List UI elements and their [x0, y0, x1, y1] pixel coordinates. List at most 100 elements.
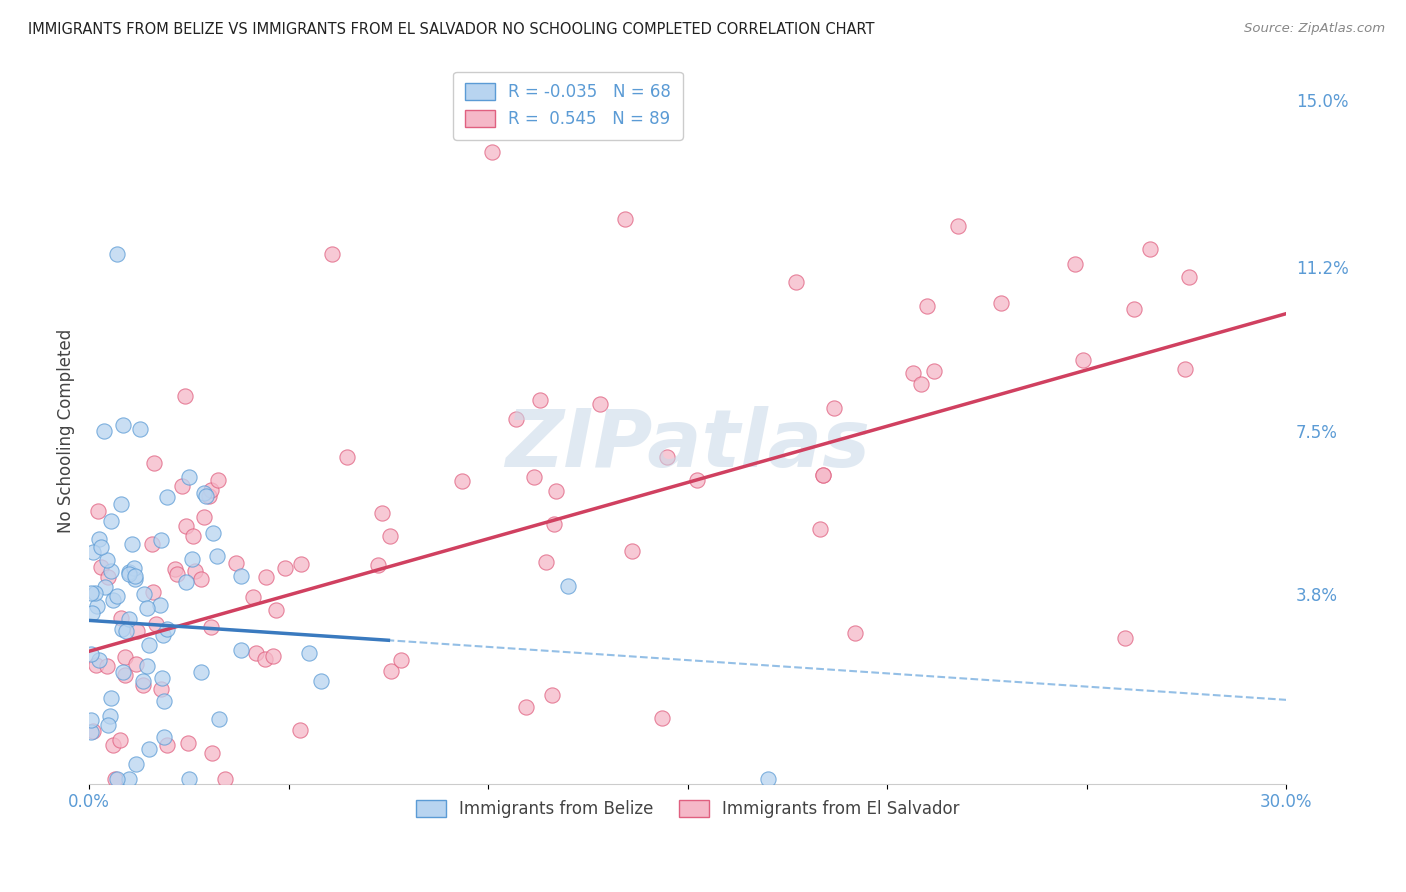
Point	[823, 401, 845, 415]
Point	[177, 772, 200, 787]
Point	[93, 580, 115, 594]
Point	[242, 590, 264, 604]
Point	[82, 545, 104, 559]
Point	[114, 649, 136, 664]
Point	[138, 638, 160, 652]
Point	[100, 564, 122, 578]
Point	[97, 569, 120, 583]
Point	[122, 561, 145, 575]
Point	[93, 424, 115, 438]
Point	[613, 211, 636, 226]
Point	[657, 450, 679, 465]
Point	[134, 587, 156, 601]
Point	[1071, 353, 1094, 368]
Point	[103, 772, 125, 787]
Point	[117, 772, 139, 787]
Point	[132, 673, 155, 688]
Point	[207, 473, 229, 487]
Point	[1064, 257, 1087, 271]
Point	[125, 624, 148, 639]
Point	[80, 724, 103, 739]
Point	[225, 557, 247, 571]
Point	[86, 599, 108, 613]
Point	[80, 647, 103, 661]
Point	[105, 589, 128, 603]
Point	[87, 504, 110, 518]
Point	[83, 585, 105, 599]
Point	[378, 529, 401, 543]
Point	[543, 517, 565, 532]
Point	[114, 624, 136, 638]
Point	[245, 647, 267, 661]
Point	[811, 467, 834, 482]
Point	[686, 473, 709, 487]
Point	[254, 570, 277, 584]
Point	[910, 376, 932, 391]
Point	[321, 247, 343, 261]
Y-axis label: No Schooling Completed: No Schooling Completed	[58, 328, 75, 533]
Text: IMMIGRANTS FROM BELIZE VS IMMIGRANTS FROM EL SALVADOR NO SCHOOLING COMPLETED COR: IMMIGRANTS FROM BELIZE VS IMMIGRANTS FRO…	[28, 22, 875, 37]
Point	[103, 593, 125, 607]
Point	[523, 469, 546, 483]
Point	[89, 533, 111, 547]
Point	[200, 483, 222, 497]
Point	[111, 623, 134, 637]
Point	[541, 689, 564, 703]
Point	[110, 733, 132, 747]
Point	[82, 724, 104, 739]
Point	[450, 474, 472, 488]
Point	[515, 699, 537, 714]
Point	[529, 392, 551, 407]
Point	[80, 714, 103, 728]
Point	[297, 646, 319, 660]
Point	[128, 422, 150, 436]
Point	[336, 450, 359, 464]
Point	[121, 537, 143, 551]
Point	[922, 364, 945, 378]
Point	[118, 612, 141, 626]
Point	[152, 731, 174, 745]
Point	[290, 557, 312, 571]
Point	[194, 489, 217, 503]
Point	[87, 653, 110, 667]
Point	[138, 741, 160, 756]
Point	[1174, 362, 1197, 376]
Point	[621, 543, 644, 558]
Point	[177, 470, 200, 484]
Point	[181, 529, 204, 543]
Point	[143, 456, 166, 470]
Text: ZIPatlas: ZIPatlas	[505, 406, 870, 483]
Point	[274, 561, 297, 575]
Point	[163, 562, 186, 576]
Point	[202, 526, 225, 541]
Point	[136, 659, 159, 673]
Point	[190, 665, 212, 679]
Point	[371, 506, 394, 520]
Point	[193, 486, 215, 500]
Point	[288, 723, 311, 738]
Text: Source: ZipAtlas.com: Source: ZipAtlas.com	[1244, 22, 1385, 36]
Point	[80, 606, 103, 620]
Point	[97, 718, 120, 732]
Point	[145, 617, 167, 632]
Point	[100, 515, 122, 529]
Point	[111, 418, 134, 433]
Point	[170, 479, 193, 493]
Point	[180, 551, 202, 566]
Point	[262, 648, 284, 663]
Point	[389, 652, 412, 666]
Point	[264, 603, 287, 617]
Point	[309, 674, 332, 689]
Point	[114, 668, 136, 682]
Point	[229, 643, 252, 657]
Point	[132, 678, 155, 692]
Point	[205, 549, 228, 563]
Point	[105, 247, 128, 261]
Point	[948, 219, 970, 234]
Point	[481, 145, 503, 160]
Point	[156, 738, 179, 752]
Point	[1178, 269, 1201, 284]
Point	[534, 555, 557, 569]
Point	[98, 709, 121, 723]
Point	[184, 564, 207, 578]
